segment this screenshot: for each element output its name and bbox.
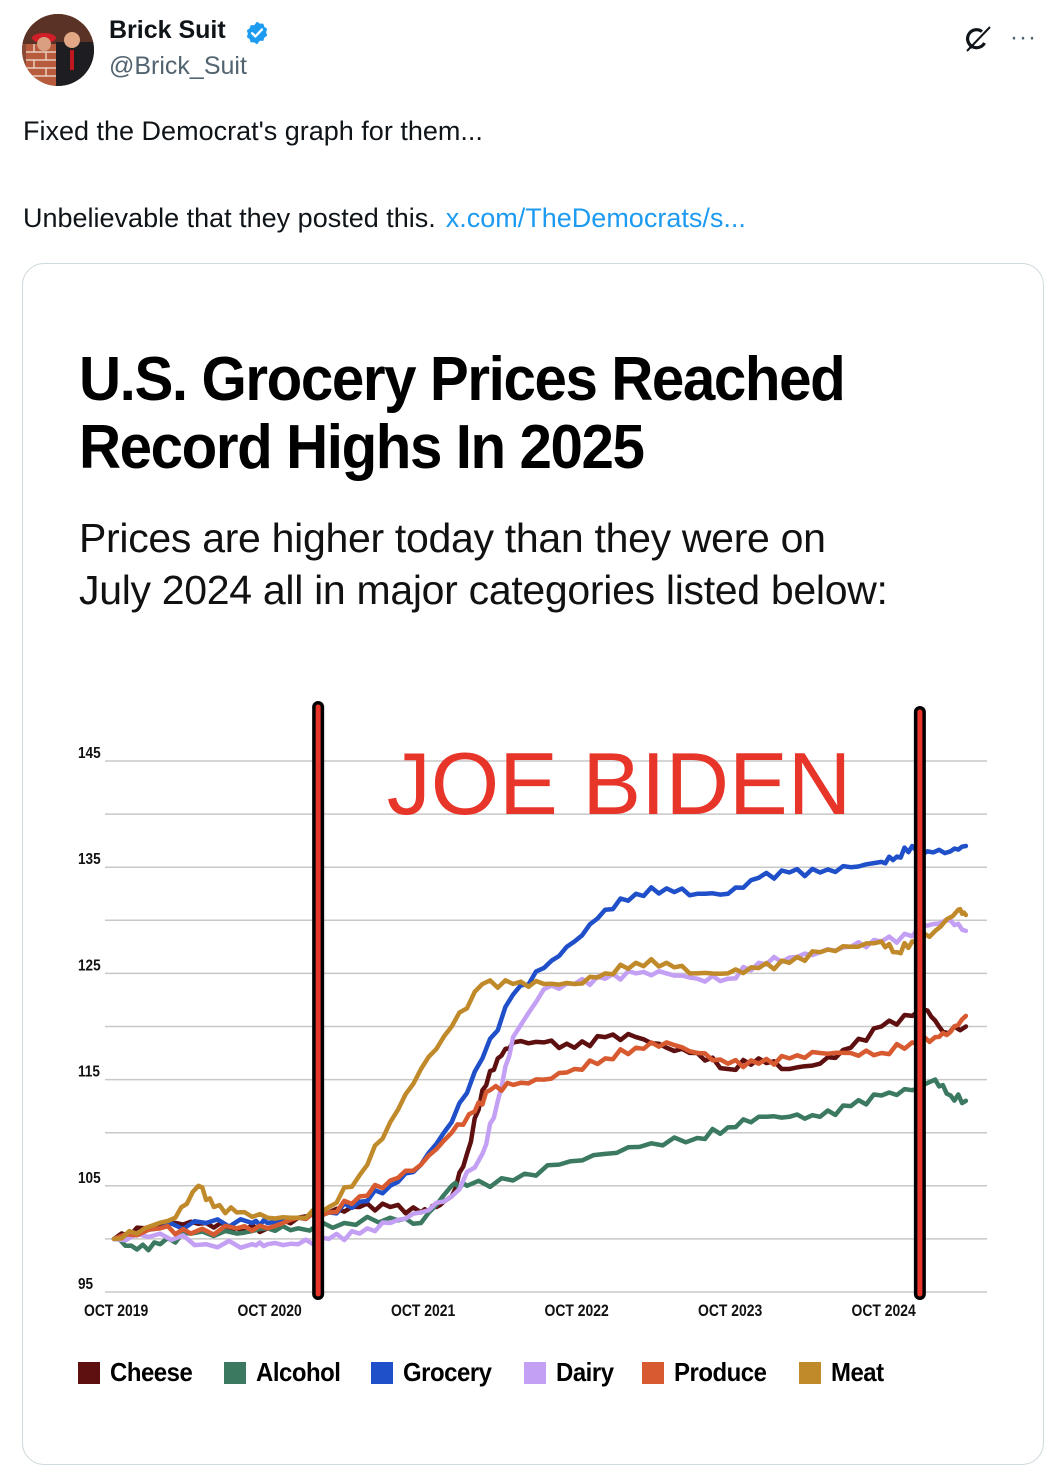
tweet-text-line-1: Fixed the Democrat's graph for them...	[23, 116, 483, 146]
verified-badge-icon	[246, 21, 268, 45]
y-tick-label: 145	[78, 745, 101, 762]
chart-title-line-1: U.S. Grocery Prices Reached	[79, 345, 846, 414]
x-tick-label: OCT 2022	[545, 1302, 610, 1321]
legend-swatch	[642, 1361, 665, 1384]
annotation-label: JOE BIDEN	[387, 734, 852, 833]
legend-item-grocery: Grocery	[371, 1357, 499, 1388]
author-display-name[interactable]: Brick Suit	[109, 16, 226, 44]
post-header: Brick Suit @Brick_Suit ···	[22, 14, 1036, 90]
grok-icon[interactable]	[960, 22, 994, 56]
legend-label: Dairy	[555, 1357, 614, 1387]
series-line-produce	[111, 1013, 969, 1242]
y-tick-label: 95	[78, 1276, 93, 1293]
attached-image[interactable]: U.S. Grocery Prices Reached Record Highs…	[22, 263, 1044, 1465]
quoted-post-link[interactable]: x.com/TheDemocrats/s...	[445, 203, 746, 233]
more-horizontal-icon[interactable]: ···	[1010, 24, 1037, 51]
legend-swatch	[78, 1361, 100, 1384]
avatar-photo-icon	[22, 14, 94, 86]
series-line-cheese	[111, 1007, 969, 1242]
series-line-meat	[111, 906, 969, 1242]
legend-item-cheese: Cheese	[78, 1357, 200, 1388]
tweet-text-line-2-body: Unbelievable that they posted this.	[23, 203, 436, 233]
tweet-text-line-2: Unbelievable that they posted this. x.com…	[23, 203, 746, 234]
chart-title-line-2: Record Highs In 2025	[79, 413, 645, 482]
x-tick-label: OCT 2024	[852, 1302, 917, 1321]
legend-label: Cheese	[110, 1357, 193, 1387]
y-tick-label: 135	[78, 851, 101, 868]
y-tick-label: 115	[78, 1064, 100, 1081]
x-tick-label: OCT 2020	[238, 1302, 302, 1321]
legend-swatch	[371, 1361, 394, 1384]
x-axis-ticks: OCT 2019 OCT 2020 OCT 2021 OCT 2022 OCT 2023…	[84, 1302, 916, 1321]
avatar[interactable]	[22, 14, 94, 86]
legend-swatch	[223, 1361, 246, 1384]
x-tick-label: OCT 2021	[391, 1302, 456, 1321]
annotation: JOE BIDEN	[312, 701, 926, 1300]
x-tick-label: OCT 2019	[84, 1302, 149, 1321]
author-handle[interactable]: @Brick_Suit	[109, 52, 247, 80]
legend-item-meat: Meat	[798, 1357, 888, 1388]
legend-item-alcohol: Alcohol	[223, 1357, 348, 1388]
y-tick-label: 105	[78, 1170, 101, 1187]
chart-subtitle-line-1: Prices are higher today than they were o…	[79, 515, 826, 561]
chart-legend: Cheese Alcohol Grocery Dairy Produce Meat	[78, 1357, 912, 1388]
x-tick-label: OCT 2023	[698, 1302, 763, 1321]
legend-label: Produce	[674, 1357, 767, 1387]
legend-swatch	[798, 1361, 821, 1384]
series-lines	[111, 843, 969, 1253]
legend-item-dairy: Dairy	[523, 1357, 619, 1388]
series-line-alcohol	[111, 1077, 969, 1253]
legend-label: Alcohol	[255, 1357, 341, 1387]
legend-swatch	[523, 1361, 546, 1384]
legend-label: Meat	[830, 1357, 884, 1387]
chart-subtitle: Prices are higher today than they were o…	[79, 512, 888, 616]
chart-subtitle-line-2: July 2024 all in major categories listed…	[79, 567, 888, 613]
series-line-dairy	[111, 918, 969, 1250]
chart-title: U.S. Grocery Prices Reached Record Highs…	[79, 345, 846, 482]
legend-item-produce: Produce	[642, 1357, 775, 1388]
y-axis-ticks: 95 105 115 125 135 145	[78, 745, 101, 1293]
legend-label: Grocery	[403, 1357, 492, 1387]
y-tick-label: 125	[78, 957, 101, 974]
